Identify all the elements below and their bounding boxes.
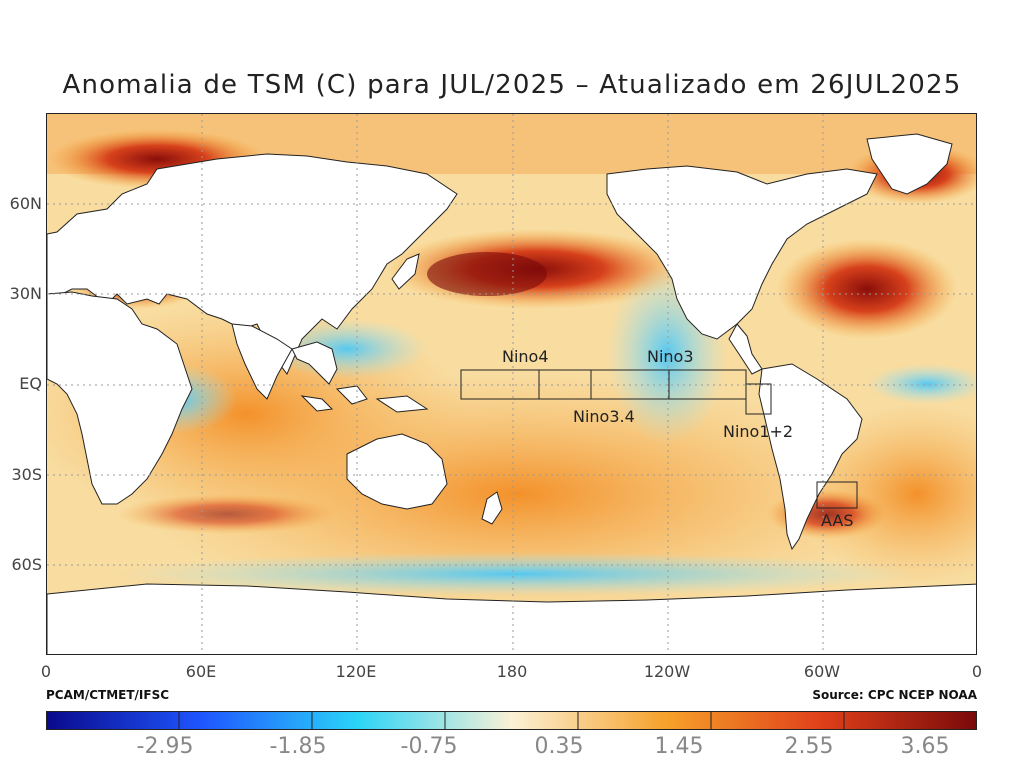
- colorbar-label-6: 2.55: [784, 734, 834, 759]
- credit-right: Source: CPC NCEP NOAA: [812, 688, 977, 702]
- lat-label-30s: 30S: [11, 465, 42, 484]
- colorbar-label-2: -1.85: [269, 734, 327, 759]
- nino4-label: Nino4: [502, 347, 549, 366]
- map-title: Anomalia de TSM (C) para JUL/2025 – Atua…: [62, 70, 962, 100]
- nino34-label: Nino3.4: [573, 407, 635, 426]
- colorbar-label-3: -0.75: [400, 734, 458, 759]
- aas-box: [816, 481, 858, 509]
- colorbar-label-1: -2.95: [136, 734, 194, 759]
- colorbar: [46, 711, 977, 730]
- lat-label-30n: 30N: [9, 284, 42, 303]
- map-grid: [47, 114, 976, 654]
- lon-label-120w: 120W: [643, 662, 691, 681]
- lat-label-60n: 60N: [9, 194, 42, 213]
- colorbar-ticks: [178, 711, 845, 730]
- lon-label-0: 0: [40, 662, 52, 681]
- colorbar-label-5: 1.45: [654, 734, 704, 759]
- nino3-label: Nino3: [647, 347, 694, 366]
- lon-label-60e: 60E: [185, 662, 217, 681]
- aas-label: AAS: [821, 511, 854, 530]
- lon-label-0-end: 0: [971, 662, 983, 681]
- nino12-label: Nino1+2: [723, 422, 793, 441]
- sst-anomaly-map: Nino4 Nino3 Nino3.4 Nino1+2 AAS: [46, 113, 977, 655]
- lon-label-120e: 120E: [335, 662, 377, 681]
- nino12-box: [745, 383, 772, 415]
- lat-label-eq: EQ: [19, 374, 42, 393]
- colorbar-label-7: 3.65: [900, 734, 950, 759]
- lon-label-180: 180: [496, 662, 528, 681]
- lat-label-60s: 60S: [11, 555, 42, 574]
- credit-left: PCAM/CTMET/IFSC: [46, 688, 170, 702]
- lon-label-60w: 60W: [803, 662, 841, 681]
- colorbar-label-4: 0.35: [534, 734, 584, 759]
- map-canvas: Nino4 Nino3 Nino3.4 Nino1+2 AAS: [47, 114, 976, 654]
